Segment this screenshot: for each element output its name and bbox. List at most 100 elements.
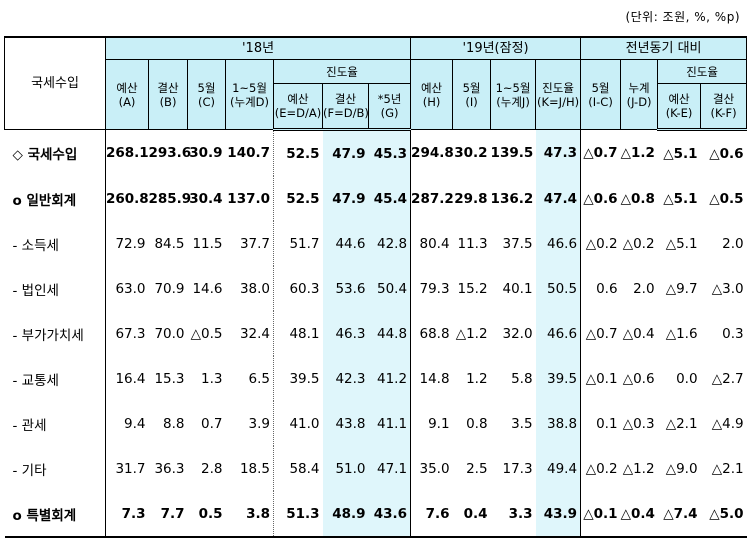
value-cell: 52.5: [286, 145, 320, 162]
value-cell: △0.3: [622, 415, 655, 432]
value-cell: △9.7: [665, 280, 698, 297]
group-header: '18년: [104, 36, 412, 60]
value-cell: 3.3: [508, 505, 533, 522]
value-cell: 0.1: [596, 415, 618, 432]
value-cell: 14.6: [192, 280, 223, 297]
value-cell: 30.2: [454, 145, 488, 161]
column-header: 5월 (I-C): [580, 59, 622, 130]
value-cell: 63.0: [115, 280, 146, 297]
value-cell: 67.3: [115, 325, 146, 342]
value-cell: △0.1: [585, 370, 618, 387]
value-cell: 137.0: [225, 176, 274, 221]
value-cell: 3.8: [225, 491, 274, 537]
value-cell: 47.9: [322, 176, 369, 221]
group-header: 전년동기 대비: [580, 36, 748, 60]
value-cell: 45.4: [368, 176, 412, 221]
value-cell: △1.2: [620, 145, 655, 161]
value-cell: △1.2: [622, 460, 655, 477]
row-label: - 관세: [4, 401, 106, 446]
value-cell: 9.4: [124, 415, 146, 432]
value-cell: 285.9: [148, 190, 192, 207]
value-cell: 2.8: [201, 460, 223, 477]
value-cell: 14.8: [419, 370, 450, 387]
value-cell: 72.9: [115, 235, 146, 252]
column-header: 진도율: [657, 59, 748, 84]
table-row: - 소득세 72.9 84.5 11.5 37.7 51.7 44.6 42.8 80.4 11.…: [4, 221, 747, 266]
value-cell: 49.4: [535, 446, 582, 491]
value-cell: 40.1: [502, 280, 533, 297]
table-row: - 부가가치세 67.3 70.0 △0.5 32.4 48.1 46.3 44.8 68.8 △…: [4, 311, 747, 356]
value-cell: 52.5: [286, 190, 320, 207]
value-cell: 2.0: [633, 280, 655, 297]
value-cell: △0.5: [190, 325, 223, 342]
value-cell: 11.3: [457, 235, 488, 252]
column-header: 진도율 (K=J/H): [535, 59, 582, 130]
value-cell: 80.4: [419, 235, 450, 252]
value-cell: △3.0: [711, 280, 744, 297]
value-cell: 3.9: [225, 401, 274, 446]
value-cell: 39.5: [535, 356, 582, 401]
value-cell: 39.5: [289, 370, 320, 387]
value-cell: △2.1: [711, 460, 744, 477]
value-cell: 38.0: [225, 266, 274, 311]
value-cell: 30.9: [189, 145, 223, 161]
column-header: 5월 (I): [452, 59, 492, 130]
value-cell: 47.9: [322, 129, 369, 176]
value-cell: 0.7: [201, 415, 223, 432]
row-label: o 특별회계: [4, 491, 106, 537]
value-cell: 68.8: [419, 325, 450, 342]
value-cell: 16.4: [115, 370, 146, 387]
value-cell: △5.1: [663, 190, 698, 207]
value-cell: △7.4: [663, 505, 698, 522]
value-cell: 46.6: [535, 221, 582, 266]
column-header: 예산 (A): [105, 59, 149, 130]
value-cell: △0.6: [583, 190, 618, 207]
column-header: 진도율: [272, 59, 412, 84]
value-cell: 0.0: [676, 370, 698, 387]
value-cell: 47.1: [368, 446, 412, 491]
header-row: 예산 (A) 결산 (B) 5월 (C) 1~5월 (누계D) 진도율 예산 (H) 5월 …: [5, 59, 748, 130]
value-cell: 287.2: [411, 190, 454, 207]
value-cell: 36.3: [154, 460, 185, 477]
value-cell: △0.8: [620, 190, 655, 207]
table-row: ◇ 국세수입 268.1 293.6 30.9 140.7 52.5 47.9 45.3 294…: [4, 129, 747, 176]
value-cell: △0.6: [709, 145, 744, 162]
value-cell: 37.7: [225, 221, 274, 266]
value-cell: △0.5: [709, 190, 744, 207]
value-cell: 3.5: [511, 415, 533, 432]
value-cell: 18.5: [225, 446, 274, 491]
value-cell: 48.1: [289, 325, 320, 342]
value-cell: △9.0: [665, 460, 698, 477]
column-header: 1~5월 (누계J): [490, 59, 537, 130]
value-cell: 260.8: [106, 190, 149, 207]
column-header: 결산 (F=D/B): [322, 83, 369, 131]
value-cell: 9.1: [428, 415, 450, 432]
row-label: - 법인세: [4, 266, 106, 311]
value-cell: △0.2: [585, 460, 618, 477]
value-cell: 6.5: [225, 356, 274, 401]
value-cell: 47.3: [535, 129, 582, 176]
tax-table: 국세수입 '18년 '19년(잠정) 전년동기 대비 예산 (A) 결산 (B) 5월 (C…: [4, 36, 748, 538]
value-cell: 30.4: [189, 190, 223, 207]
value-cell: 37.5: [502, 235, 533, 252]
table-row: o 일반회계 260.8 285.9 30.4 137.0 52.5 47.9 45.4 287…: [4, 176, 747, 221]
value-cell: △1.2: [455, 325, 488, 342]
table-row: - 교통세 16.4 15.3 1.3 6.5 39.5 42.3 41.2 14.8 1.2 5.…: [4, 356, 747, 401]
column-header: 예산 (K-E): [657, 83, 702, 131]
value-cell: 50.4: [368, 266, 412, 311]
value-cell: △5.1: [663, 145, 698, 162]
value-cell: 51.3: [286, 505, 320, 522]
value-cell: △2.7: [711, 370, 744, 387]
value-cell: △0.4: [622, 325, 655, 342]
column-header: 5월 (C): [187, 59, 226, 130]
value-cell: 2.0: [722, 235, 744, 252]
row-label: ◇ 국세수입: [4, 129, 106, 176]
value-cell: △0.2: [585, 235, 618, 252]
value-cell: 45.3: [368, 129, 412, 176]
value-cell: 139.5: [490, 145, 534, 161]
row-label: o 일반회계: [4, 176, 106, 221]
value-cell: 1.3: [201, 370, 223, 387]
column-header: 누계 (J-D): [620, 59, 659, 130]
table-body: ◇ 국세수입 268.1 293.6 30.9 140.7 52.5 47.9 45.3 294…: [4, 129, 747, 537]
